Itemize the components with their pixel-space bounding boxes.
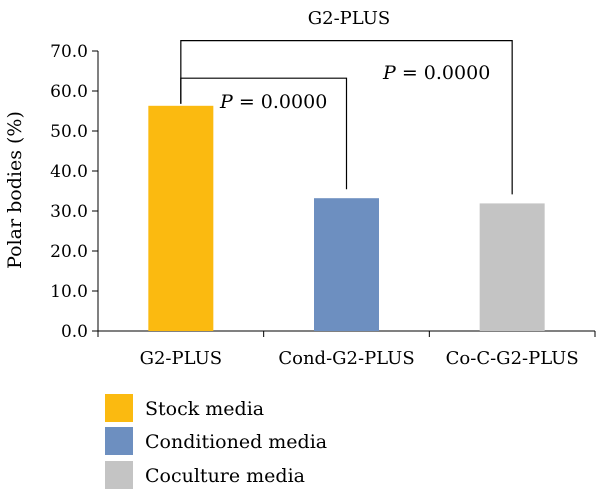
legend-label: Conditioned media (145, 431, 327, 453)
legend-swatch (105, 461, 133, 489)
bar-cond-g2-plus (314, 198, 379, 331)
y-tick-label: 50.0 (50, 122, 88, 142)
x-category-label: Co-C-G2-PLUS (446, 348, 579, 369)
y-tick-label: 60.0 (50, 82, 88, 102)
y-tick-label: 70.0 (50, 42, 88, 62)
x-category-label: G2-PLUS (140, 348, 223, 369)
y-tick-label: 10.0 (50, 282, 88, 302)
p-value-annotation: P = 0.0000 (219, 91, 327, 113)
x-category-label: Cond-G2-PLUS (278, 348, 414, 369)
bar-g2-plus (148, 105, 214, 331)
legend-label: Coculture media (145, 465, 305, 487)
y-axis-label: Polar bodies (%) (4, 111, 26, 269)
p-value-annotation: P = 0.0000 (382, 62, 490, 84)
y-tick-label: 30.0 (50, 202, 88, 222)
bars (148, 105, 545, 331)
y-tick-label: 40.0 (50, 162, 88, 182)
legend-label: Stock media (145, 398, 264, 420)
legend-swatch (105, 427, 133, 455)
legend-swatch (105, 394, 133, 422)
x-axis-categories: G2-PLUS Cond-G2-PLUS Co-C-G2-PLUS (140, 348, 579, 369)
chart-title: G2-PLUS (308, 8, 391, 29)
legend: Stock media Conditioned media Coculture me… (105, 394, 327, 489)
y-axis-ticks: 0.0 10.0 20.0 30.0 40.0 50.0 60.0 70.0 (50, 42, 98, 342)
significance-brackets: P = 0.0000 P = 0.0000 (180, 39, 513, 195)
significance-bracket (180, 39, 513, 195)
y-tick-label: 20.0 (50, 242, 88, 262)
y-tick-label: 0.0 (61, 322, 88, 342)
bar-co-c-g2-plus (479, 203, 545, 331)
